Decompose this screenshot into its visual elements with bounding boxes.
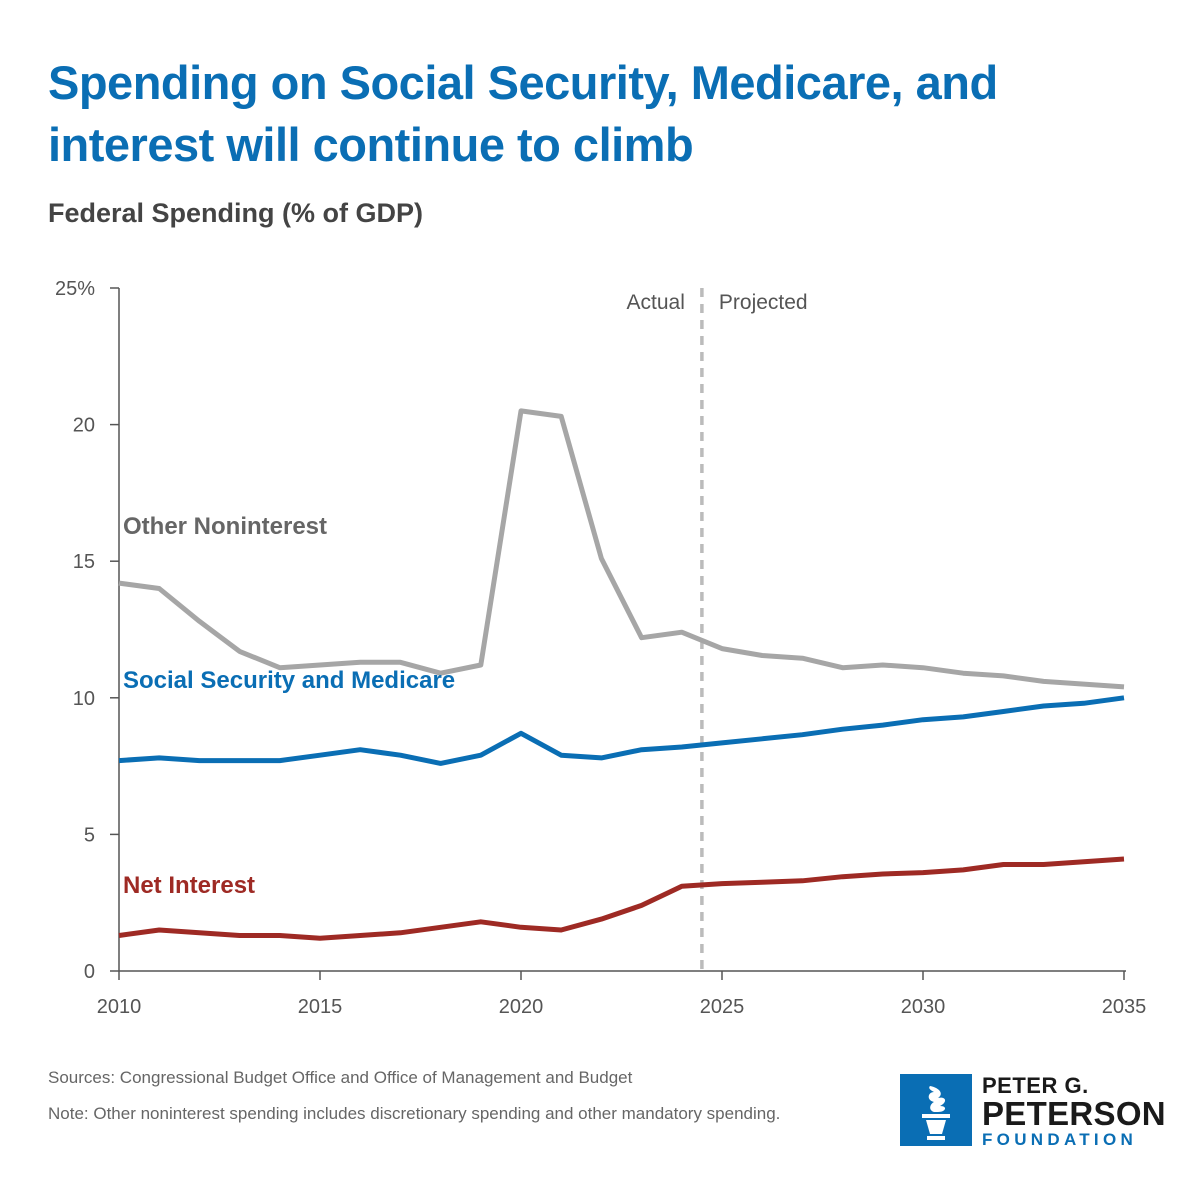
logo-line-1: PETER G. bbox=[982, 1073, 1089, 1098]
x-tick-label: 2030 bbox=[901, 996, 946, 1018]
series-line-interest bbox=[118, 856, 1125, 941]
line-chart: 0 5 10 15 20 25% 2010 2015 2020 2025 2030 2035 Actu… bbox=[55, 278, 1146, 1018]
x-tick-label: 2035 bbox=[1102, 996, 1147, 1018]
chart-series bbox=[118, 408, 1125, 941]
x-tick-label: 2020 bbox=[499, 996, 544, 1018]
series-label-other: Other Noninterest bbox=[123, 513, 327, 540]
chart-title: Spending on Social Security, Medicare, a… bbox=[48, 56, 998, 171]
chart-axes: 0 5 10 15 20 25% 2010 2015 2020 2025 2030 2035 bbox=[55, 278, 1146, 1018]
actual-label: Actual bbox=[627, 291, 685, 314]
peterson-foundation-logo: PETER G. PETERSON FOUNDATION bbox=[900, 1074, 1166, 1149]
series-line-other bbox=[118, 408, 1125, 690]
y-tick-label: 20 bbox=[73, 415, 95, 437]
footnote: Note: Other noninterest spending include… bbox=[48, 1104, 781, 1123]
series-label-ssm: Social Security and Medicare bbox=[123, 667, 455, 694]
logo-line-3: FOUNDATION bbox=[982, 1130, 1138, 1149]
y-tick-label: 0 bbox=[84, 961, 95, 983]
y-tick-label: 15 bbox=[73, 551, 95, 573]
series-line-ssm bbox=[118, 695, 1125, 766]
y-tick-label: 25% bbox=[55, 278, 95, 300]
x-tick-label: 2015 bbox=[298, 996, 343, 1018]
actual-projected-divider: Actual Projected bbox=[627, 288, 808, 971]
x-tick-label: 2010 bbox=[97, 996, 142, 1018]
logo-line-2: PETERSON bbox=[982, 1095, 1166, 1132]
sources-note: Sources: Congressional Budget Office and… bbox=[48, 1068, 633, 1087]
y-tick-label: 5 bbox=[84, 824, 95, 846]
series-label-interest: Net Interest bbox=[123, 872, 255, 899]
y-tick-label: 10 bbox=[73, 688, 95, 710]
series-labels: Other Noninterest Social Security and Med… bbox=[123, 513, 455, 899]
projected-label: Projected bbox=[719, 291, 808, 314]
x-tick-label: 2025 bbox=[700, 996, 745, 1018]
torch-icon bbox=[900, 1074, 972, 1146]
chart-subtitle: Federal Spending (% of GDP) bbox=[48, 198, 424, 228]
